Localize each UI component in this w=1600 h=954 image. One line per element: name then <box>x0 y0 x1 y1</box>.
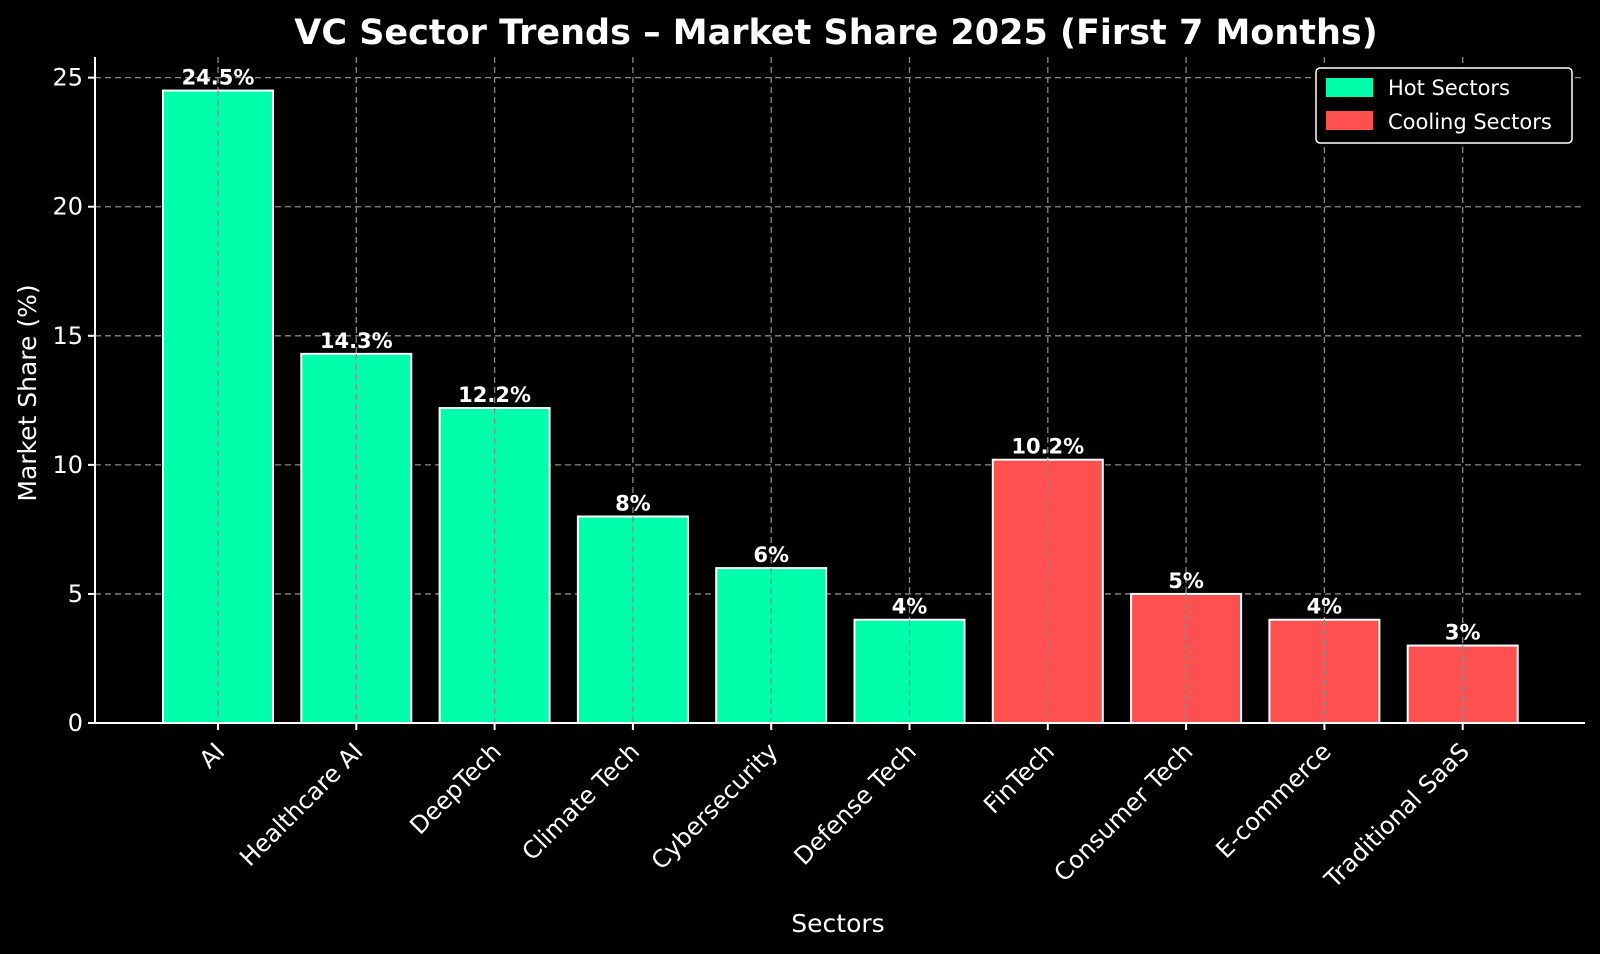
data-label: 10.2% <box>1011 435 1084 459</box>
y-tick-label: 20 <box>52 193 83 221</box>
data-label: 3% <box>1445 621 1481 645</box>
bars <box>162 89 1519 725</box>
y-tick-label: 15 <box>52 322 83 350</box>
y-axis-label: Market Share (%) <box>13 284 42 501</box>
data-label: 4% <box>1307 595 1343 619</box>
chart-title: VC Sector Trends – Market Share 2025 (Fi… <box>294 13 1378 53</box>
legend-box <box>1315 67 1573 144</box>
data-label: 24.5% <box>182 66 255 90</box>
y-tick-label: 0 <box>68 709 83 737</box>
data-label: 8% <box>615 491 651 515</box>
y-tick-labels: 0 5 10 15 20 25 <box>52 64 83 737</box>
y-tick-label: 10 <box>52 451 83 479</box>
legend-label-cooling: Cooling Sectors <box>1388 110 1552 134</box>
y-tick-label: 25 <box>52 64 83 92</box>
data-label: 4% <box>892 595 928 619</box>
data-label: 5% <box>1168 569 1204 593</box>
bar-deeptech <box>438 407 551 724</box>
legend-swatch-cooling <box>1326 111 1373 130</box>
legend: Hot Sectors Cooling Sectors <box>1315 67 1573 144</box>
axes <box>88 57 1585 730</box>
legend-label-hot: Hot Sectors <box>1388 76 1510 100</box>
y-tick-label: 5 <box>68 580 83 608</box>
data-labels: 24.5% 14.3% 12.2% 8% 6% 4% 10.2% 5% 4% 3% <box>182 66 1481 645</box>
data-label: 14.3% <box>320 329 393 353</box>
data-label: 6% <box>753 543 789 567</box>
x-axis-label: Sectors <box>791 909 884 938</box>
data-label: 12.2% <box>458 383 531 407</box>
legend-swatch-hot <box>1326 78 1373 97</box>
